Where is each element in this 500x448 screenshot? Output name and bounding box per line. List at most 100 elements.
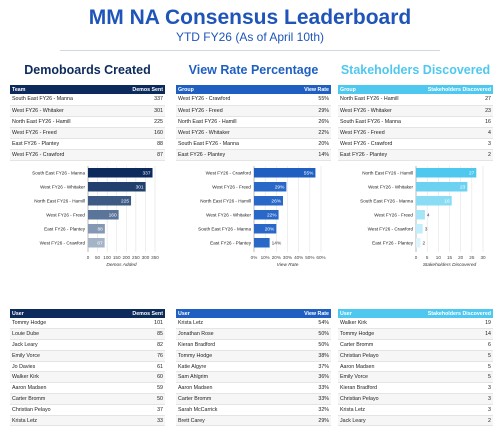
bar[interactable] bbox=[416, 238, 421, 248]
table-row[interactable]: Krista Letz 3 bbox=[338, 404, 493, 416]
table-row[interactable]: South East FY26 - Manna 20% bbox=[176, 138, 331, 150]
bar[interactable] bbox=[254, 182, 287, 192]
table-row[interactable]: Tommy Hodge 101 bbox=[10, 318, 165, 330]
table-row[interactable]: East FY26 - Plantey 88 bbox=[10, 138, 165, 150]
table-row[interactable]: Krista Letz 33 bbox=[10, 415, 165, 427]
bar[interactable] bbox=[416, 182, 468, 192]
bar[interactable] bbox=[416, 210, 425, 220]
bar[interactable] bbox=[88, 224, 105, 234]
x-axis-title: Demos Added bbox=[106, 262, 137, 268]
table-row[interactable]: North East FY26 - Hamill 26% bbox=[176, 116, 331, 128]
column-header: View Rate bbox=[304, 310, 329, 317]
column-header: Demos Sent bbox=[132, 310, 163, 317]
row-value: 3 bbox=[398, 404, 493, 416]
row-label: East FY26 - Plantey bbox=[10, 138, 112, 150]
bar[interactable] bbox=[254, 168, 316, 178]
table-row[interactable]: Walker Kirk 60 bbox=[10, 371, 165, 384]
row-value: 33% bbox=[269, 382, 331, 395]
bar[interactable] bbox=[416, 168, 477, 178]
table-row[interactable]: East FY26 - Plantey 2 bbox=[338, 149, 493, 161]
table-row[interactable]: Jack Leary 2 bbox=[338, 415, 493, 427]
row-value: 26% bbox=[283, 116, 331, 128]
table-row[interactable]: Sarah McCarrick 32% bbox=[176, 404, 331, 416]
row-label: Carter Bromm bbox=[338, 339, 399, 351]
table-row[interactable]: Aaron Madsen 33% bbox=[176, 382, 331, 395]
table-row[interactable]: South East FY26 - Manna 337 bbox=[10, 94, 165, 106]
table-row[interactable]: Jo Davies 61 bbox=[10, 361, 165, 373]
data-label: 4 bbox=[427, 212, 430, 218]
row-label: West FY26 - Freed bbox=[10, 127, 112, 139]
bar[interactable] bbox=[254, 224, 277, 234]
view-rate-title: View Rate Percentage bbox=[188, 63, 319, 77]
demoboards-team-table: Team Demos Sent South East FY26 - Manna 337… bbox=[10, 85, 165, 161]
bar[interactable] bbox=[254, 210, 279, 220]
row-label: Tommy Hodge bbox=[10, 318, 96, 330]
table-row[interactable]: West FY26 - Whitaker 301 bbox=[10, 105, 165, 117]
table-row[interactable]: Walker Kirk 19 bbox=[338, 318, 493, 330]
table-row[interactable]: South East FY26 - Manna 16 bbox=[338, 116, 493, 128]
table-header-row: Team Demos Sent bbox=[10, 85, 165, 94]
table-row[interactable]: West FY26 - Crawford 87 bbox=[10, 149, 165, 161]
bar[interactable] bbox=[88, 196, 132, 206]
row-label: North East FY26 - Hamill bbox=[338, 94, 415, 106]
row-value: 2 bbox=[398, 415, 493, 427]
table-row[interactable]: Christian Pelayo 3 bbox=[338, 393, 493, 405]
bar[interactable] bbox=[254, 196, 284, 206]
table-row[interactable]: West FY26 - Crawford 3 bbox=[338, 138, 493, 150]
data-label: 26% bbox=[271, 198, 281, 204]
table-row[interactable]: Emily Vorce 76 bbox=[10, 350, 165, 362]
bar[interactable] bbox=[254, 238, 270, 248]
row-label: West FY26 - Freed bbox=[176, 105, 284, 117]
column-header: User bbox=[178, 310, 190, 317]
row-label: West FY26 - Crawford bbox=[338, 138, 415, 150]
row-value: 6 bbox=[398, 339, 493, 351]
page-title: MM NA Consensus Leaderboard bbox=[88, 6, 412, 29]
table-row[interactable]: Aaron Madsen 59 bbox=[10, 382, 165, 395]
table-row[interactable]: East FY26 - Plantey 14% bbox=[176, 149, 331, 161]
x-axis-title: Stakeholders Discovered bbox=[423, 262, 477, 268]
table-row[interactable]: North East FY26 - Hamill 225 bbox=[10, 116, 165, 128]
table-row[interactable]: Emily Vorce 5 bbox=[338, 371, 493, 384]
x-tick-label: 10 bbox=[436, 255, 442, 260]
row-label: Krista Letz bbox=[338, 404, 399, 416]
table-row[interactable]: Kieran Bradford 3 bbox=[338, 382, 493, 395]
demoboards-bar-chart: 0 50 100 150 200 250 300 350 South East FY26 - M… bbox=[32, 166, 159, 268]
table-row[interactable]: West FY26 - Crawford 55% bbox=[176, 94, 331, 106]
table-row[interactable]: West FY26 - Freed 29% bbox=[176, 105, 331, 117]
bar[interactable] bbox=[88, 182, 146, 192]
x-tick-label: 10% bbox=[261, 255, 270, 260]
row-label: Brett Carey bbox=[176, 415, 270, 427]
table-row[interactable]: West FY26 - Whitaker 22% bbox=[176, 127, 331, 139]
table-row[interactable]: North East FY26 - Hamill 27 bbox=[338, 94, 493, 106]
table-row[interactable]: Jonathan Rose 50% bbox=[176, 328, 331, 341]
table-row[interactable]: Christian Pelayo 37 bbox=[10, 404, 165, 416]
view-rate-team-table: Group View Rate West FY26 - Crawford 55% Wes… bbox=[176, 85, 331, 161]
bar[interactable] bbox=[88, 168, 153, 178]
table-row[interactable]: Kieran Bradford 50% bbox=[176, 339, 331, 351]
table-row[interactable]: Aaron Madsen 5 bbox=[338, 361, 493, 373]
table-row[interactable]: Christian Pelayo 5 bbox=[338, 350, 493, 362]
category-label: East FY26 - Plantey bbox=[210, 240, 252, 245]
table-row[interactable]: Brett Carey 29% bbox=[176, 415, 331, 427]
table-row[interactable]: West FY26 - Freed 160 bbox=[10, 127, 165, 139]
table-row[interactable]: West FY26 - Whitaker 23 bbox=[338, 105, 493, 117]
row-label: Aaron Madsen bbox=[176, 382, 270, 395]
table-row[interactable]: Sam Ahlgrim 36% bbox=[176, 371, 331, 384]
table-row[interactable]: Carter Bromm 50 bbox=[10, 393, 165, 405]
bar[interactable] bbox=[88, 210, 119, 220]
table-row[interactable]: Tommy Hodge 14 bbox=[338, 328, 493, 341]
table-row[interactable]: Carter Bromm 6 bbox=[338, 339, 493, 351]
table-row[interactable]: West FY26 - Freed 4 bbox=[338, 127, 493, 139]
table-row[interactable]: Katie Algyre 37% bbox=[176, 361, 331, 373]
bar[interactable] bbox=[88, 238, 105, 248]
bar[interactable] bbox=[416, 224, 423, 234]
table-row[interactable]: Carter Bromm 33% bbox=[176, 393, 331, 405]
table-row[interactable]: Krista Letz 54% bbox=[176, 318, 331, 330]
table-row[interactable]: Jack Leary 82 bbox=[10, 339, 165, 351]
row-value: 4 bbox=[414, 127, 493, 139]
table-row[interactable]: Louie Dube 85 bbox=[10, 328, 165, 341]
row-value: 50% bbox=[269, 339, 331, 351]
table-row[interactable]: Tommy Hodge 38% bbox=[176, 350, 331, 362]
row-value: 14% bbox=[283, 149, 331, 161]
bar[interactable] bbox=[416, 196, 452, 206]
